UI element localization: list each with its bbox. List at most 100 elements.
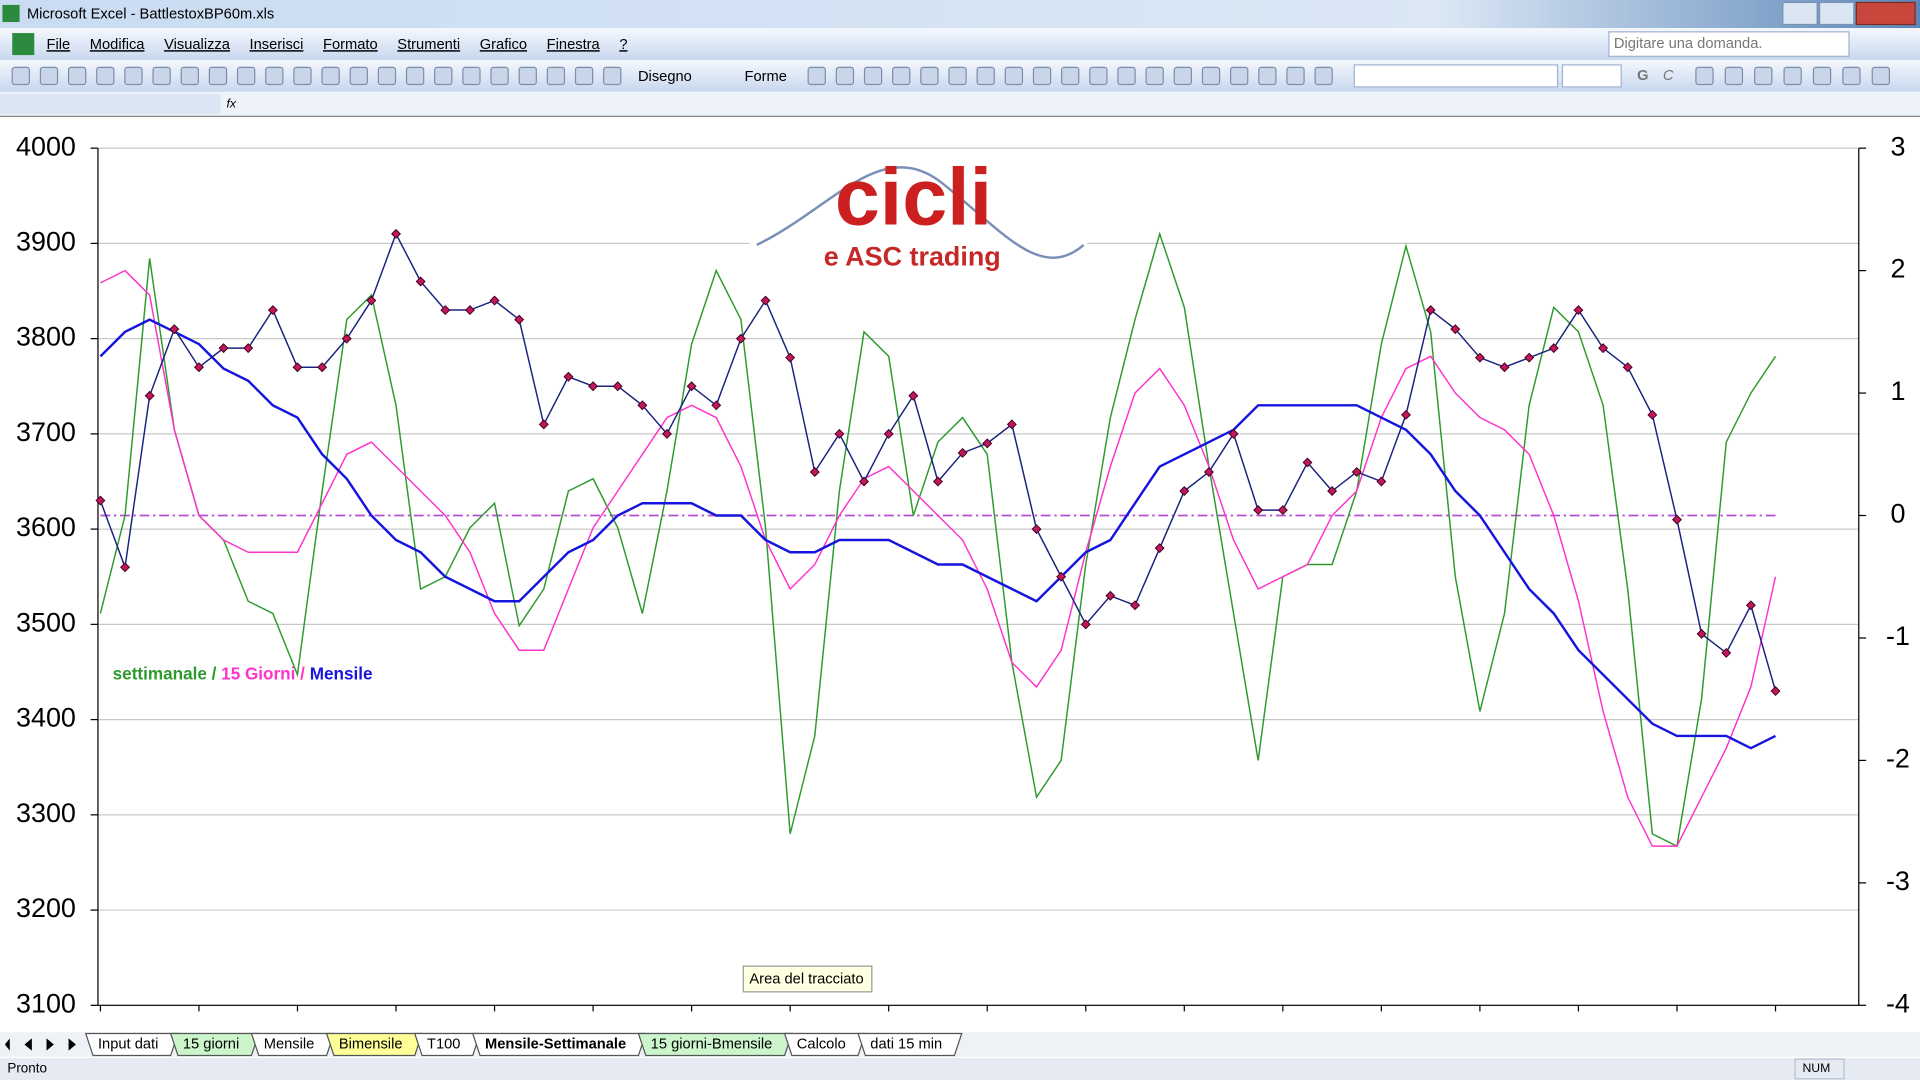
- toolbar-button[interactable]: [321, 66, 340, 86]
- toolbar-button[interactable]: [1061, 66, 1080, 86]
- toolbar-button[interactable]: [39, 66, 59, 86]
- toolbar-button[interactable]: [293, 66, 312, 86]
- toolbar-button[interactable]: [1258, 66, 1277, 86]
- y-tick-label: 3200: [16, 893, 76, 923]
- shapes-menu[interactable]: Forme: [744, 69, 786, 85]
- sheet-tab-label[interactable]: Mensile-Settimanale: [485, 1036, 626, 1052]
- menu-item[interactable]: File: [47, 37, 71, 53]
- toolbar-button[interactable]: [96, 66, 115, 86]
- toolbar-button[interactable]: [892, 66, 911, 86]
- toolbar-button[interactable]: [434, 66, 453, 86]
- toolbar-button[interactable]: [1695, 66, 1714, 86]
- menu-item[interactable]: Modifica: [90, 37, 146, 53]
- toolbar-button[interactable]: [1117, 66, 1136, 86]
- tab-navigation[interactable]: [4, 1038, 76, 1051]
- nav-last[interactable]: [68, 1038, 76, 1051]
- toolbar-button[interactable]: [265, 66, 284, 86]
- toolbar-button[interactable]: [518, 66, 537, 86]
- menu-item[interactable]: Strumenti: [397, 37, 460, 53]
- sheet-tab-label[interactable]: dati 15 min: [870, 1036, 942, 1052]
- toolbar-button[interactable]: [1842, 66, 1861, 86]
- sheet-tab[interactable]: [637, 1032, 793, 1057]
- sheet-tab[interactable]: [84, 1032, 179, 1057]
- sheet-tab[interactable]: [783, 1032, 867, 1057]
- toolbar-button[interactable]: [124, 66, 143, 86]
- sheet-tab[interactable]: [169, 1032, 260, 1057]
- toolbar-button[interactable]: [603, 66, 622, 86]
- toolbar-button[interactable]: [1230, 66, 1249, 86]
- italic-button[interactable]: C: [1663, 68, 1674, 84]
- toolbar-button[interactable]: [462, 66, 481, 86]
- nav-first[interactable]: [4, 1038, 10, 1051]
- fx-button[interactable]: fx: [227, 96, 237, 110]
- size-box[interactable]: [1561, 64, 1622, 88]
- sheet-tab-label[interactable]: Calcolo: [797, 1036, 846, 1052]
- nav-next[interactable]: [46, 1038, 54, 1051]
- price-marker: [1647, 409, 1658, 420]
- sheet-tab[interactable]: [857, 1032, 963, 1057]
- toolbar-button[interactable]: [1724, 66, 1744, 86]
- close-button[interactable]: [1855, 1, 1916, 26]
- sheet-tab-label[interactable]: Bimensile: [339, 1036, 403, 1052]
- minimize-button[interactable]: [1782, 1, 1818, 26]
- toolbar-button[interactable]: [67, 66, 87, 86]
- price-marker: [883, 428, 894, 439]
- menu-item[interactable]: Grafico: [480, 37, 527, 53]
- toolbar-button[interactable]: [1783, 66, 1802, 86]
- toolbar-button[interactable]: [1173, 66, 1193, 86]
- price-marker: [120, 562, 131, 573]
- toolbar-button[interactable]: [1145, 66, 1164, 86]
- nav-prev[interactable]: [24, 1038, 32, 1051]
- sheet-tab[interactable]: [471, 1032, 647, 1057]
- sheet-tab[interactable]: [325, 1032, 423, 1057]
- toolbar-button[interactable]: [1201, 66, 1221, 86]
- toolbar-button[interactable]: [863, 66, 883, 86]
- sheet-tab-label[interactable]: 15 giorni-Bmensile: [651, 1036, 773, 1052]
- toolbar-button[interactable]: [11, 66, 30, 86]
- name-box[interactable]: [0, 94, 221, 114]
- drawing-menu[interactable]: Disegno: [638, 69, 692, 85]
- toolbar-button[interactable]: [1812, 66, 1832, 86]
- menu-item[interactable]: Finestra: [547, 37, 601, 53]
- toolbar-button[interactable]: [1004, 66, 1024, 86]
- help-box[interactable]: [1608, 31, 1850, 57]
- toolbar-button[interactable]: [1089, 66, 1108, 86]
- toolbar-button[interactable]: [1032, 66, 1052, 86]
- toolbar-button[interactable]: [948, 66, 967, 86]
- toolbar-button[interactable]: [1314, 66, 1333, 86]
- toolbar-button[interactable]: [349, 66, 368, 86]
- toolbar-button[interactable]: [236, 66, 256, 86]
- toolbar-button[interactable]: [405, 66, 425, 86]
- font-box[interactable]: [1353, 64, 1559, 88]
- sheet-tab-label[interactable]: Input dati: [98, 1036, 158, 1052]
- menu-item[interactable]: Visualizza: [164, 37, 231, 53]
- toolbar-button[interactable]: [208, 66, 228, 86]
- toolbar-button[interactable]: [377, 66, 397, 86]
- sheet-tab[interactable]: [413, 1032, 481, 1057]
- sheet-tab-label[interactable]: Mensile: [264, 1036, 315, 1052]
- toolbar-button[interactable]: [180, 66, 199, 86]
- sheet-tab-label[interactable]: 15 giorni: [183, 1036, 239, 1052]
- menu-item[interactable]: ?: [619, 37, 627, 53]
- sheet-tab[interactable]: [250, 1032, 335, 1057]
- toolbar-button[interactable]: [1754, 66, 1773, 86]
- toolbar-button[interactable]: [976, 66, 995, 86]
- sheet-tab-label[interactable]: T100: [427, 1036, 460, 1052]
- menu-item[interactable]: Inserisci: [250, 37, 304, 53]
- price-marker: [932, 476, 943, 487]
- toolbar-button[interactable]: [546, 66, 566, 86]
- maximize-button[interactable]: [1818, 1, 1855, 26]
- toolbar-button[interactable]: [920, 66, 939, 86]
- toolbar-button[interactable]: [1286, 66, 1305, 86]
- toolbar-button[interactable]: [152, 66, 171, 86]
- toolbar-button[interactable]: [807, 66, 826, 86]
- title-bar: [0, 0, 1920, 29]
- toolbar-button[interactable]: [835, 66, 855, 86]
- price-marker: [1080, 619, 1091, 630]
- toolbar-button[interactable]: [1871, 66, 1890, 86]
- toolbar-button[interactable]: [574, 66, 594, 86]
- bold-button[interactable]: G: [1637, 68, 1648, 84]
- menu-item[interactable]: Formato: [323, 37, 378, 53]
- toolbar-button[interactable]: [490, 66, 509, 86]
